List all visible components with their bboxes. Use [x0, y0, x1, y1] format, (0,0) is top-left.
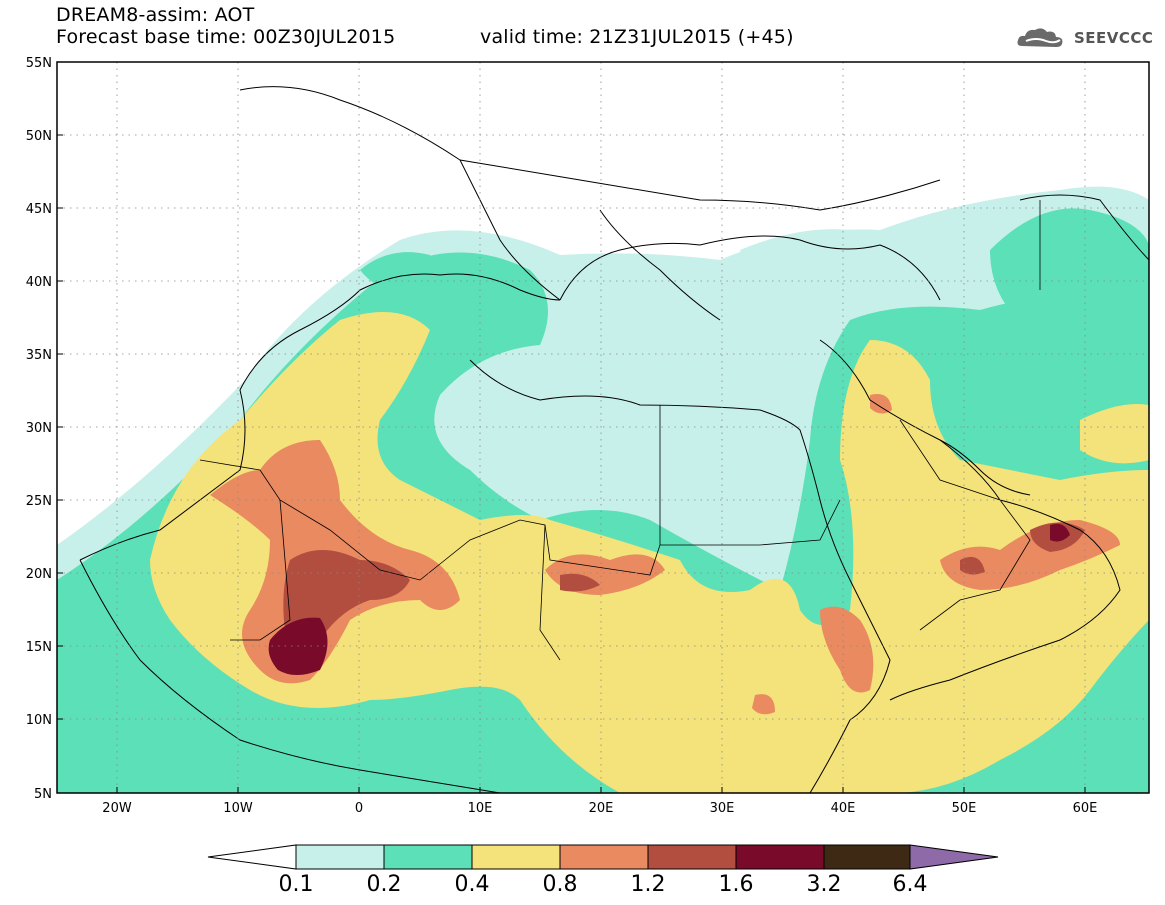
colorbar-label: 0.1	[278, 872, 314, 897]
coastlines	[79, 86, 1149, 793]
political-borders	[199, 200, 1041, 661]
valid-time: valid time: 21Z31JUL2015 (+45)	[480, 26, 794, 48]
gridlines	[57, 62, 1149, 793]
colorbar-segment	[647, 844, 737, 870]
colorbar-segment	[735, 844, 825, 870]
aot-band-0-4	[150, 312, 1149, 793]
lon-label: 20W	[102, 801, 132, 816]
colorbar-label: 0.8	[542, 872, 578, 897]
colorbar-label: 1.6	[718, 872, 754, 897]
colorbar-label: 0.4	[454, 872, 490, 897]
lon-label: 20E	[589, 801, 614, 816]
lat-label: 45N	[26, 202, 52, 217]
colorbar-label: 3.2	[806, 872, 842, 897]
lon-label: 10W	[223, 801, 253, 816]
lon-label: 0	[355, 801, 363, 816]
colorbar-segment	[823, 844, 911, 870]
colorbar-label: 0.2	[366, 872, 402, 897]
logo-text: SEEVCCC	[1074, 29, 1154, 47]
map-title: DREAM8-assim: AOT	[56, 4, 255, 26]
cloud-icon	[1017, 28, 1063, 47]
lat-label: 10N	[26, 713, 52, 728]
seevccc-logo: SEEVCCC	[1016, 26, 1153, 50]
colorbar	[207, 844, 999, 870]
lat-label: 5N	[34, 787, 52, 802]
lon-label: 60E	[1073, 801, 1098, 816]
lon-label: 40E	[831, 801, 856, 816]
longitude-labels: 20W 10W 0 10E 20E 30E 40E 50E 60E	[102, 801, 1097, 816]
colorbar-label: 6.4	[892, 872, 928, 897]
lat-label: 50N	[26, 129, 52, 144]
lat-label: 20N	[26, 567, 52, 582]
lat-label: 55N	[26, 56, 52, 71]
lon-label: 10E	[468, 801, 493, 816]
colorbar-over-arrow	[909, 844, 999, 870]
colorbar-under-arrow	[207, 844, 297, 870]
lon-label: 30E	[710, 801, 735, 816]
lat-label: 30N	[26, 421, 52, 436]
forecast-base-time: Forecast base time: 00Z30JUL2015	[56, 26, 396, 48]
latitude-labels: 55N 50N 45N 40N 35N 30N 25N 20N 15N 10N …	[26, 56, 52, 802]
colorbar-label: 1.2	[630, 872, 666, 897]
lat-label: 40N	[26, 275, 52, 290]
axis-ticks	[57, 61, 1086, 794]
lat-label: 15N	[26, 640, 52, 655]
lat-label: 25N	[26, 494, 52, 509]
colorbar-segment	[559, 844, 649, 870]
lat-label: 35N	[26, 348, 52, 363]
colorbar-segment	[295, 844, 385, 870]
lon-label: 50E	[952, 801, 977, 816]
colorbar-segment	[471, 844, 561, 870]
colorbar-segment	[383, 844, 473, 870]
